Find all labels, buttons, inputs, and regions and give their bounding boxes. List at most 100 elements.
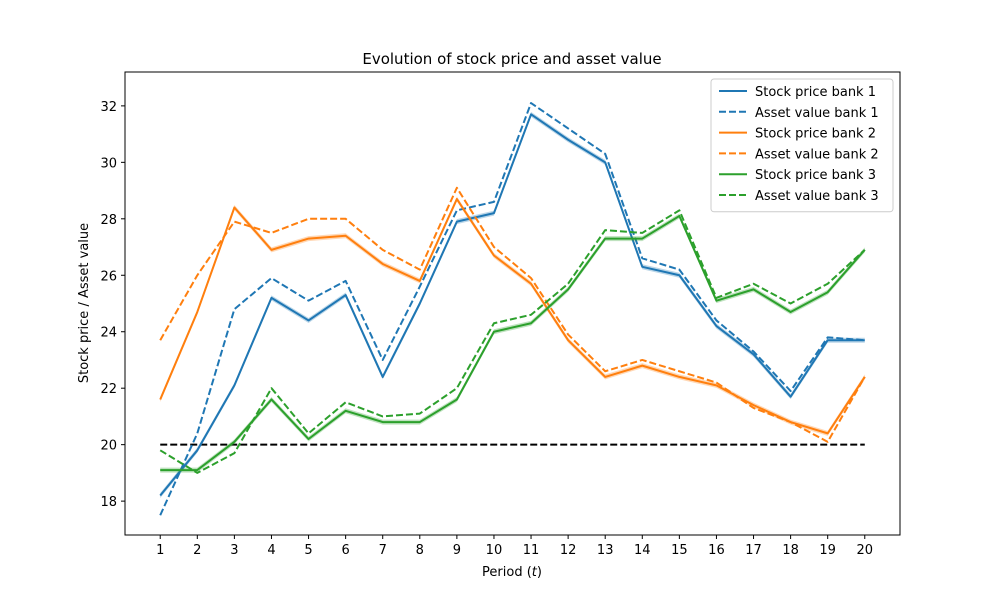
data-point (196, 469, 198, 471)
data-point (419, 286, 421, 288)
data-point (678, 209, 680, 211)
data-point (270, 277, 272, 279)
data-point (382, 263, 384, 265)
y-tick-label: 24 (100, 326, 117, 341)
data-point (382, 249, 384, 251)
data-point (493, 322, 495, 324)
x-tick-label: 10 (486, 543, 503, 558)
data-point (308, 438, 310, 440)
data-point (678, 215, 680, 217)
data-point (530, 322, 532, 324)
data-point (715, 325, 717, 327)
series-5 (160, 213, 866, 473)
series-4 (159, 186, 866, 443)
data-point (864, 376, 866, 378)
data-point (493, 255, 495, 257)
data-point (678, 274, 680, 276)
data-point (196, 449, 198, 451)
data-point (604, 238, 606, 240)
x-tick-label: 11 (523, 543, 540, 558)
data-point (159, 339, 161, 341)
data-point (567, 139, 569, 141)
data-point (604, 153, 606, 155)
data-point (419, 413, 421, 415)
series-line (159, 209, 866, 474)
confidence-band (160, 213, 865, 473)
legend-label: Asset value bank 3 (755, 189, 879, 204)
x-tick-label: 8 (416, 543, 424, 558)
data-point (530, 113, 532, 115)
data-point (382, 415, 384, 417)
data-point (827, 283, 829, 285)
x-tick-label: 6 (341, 543, 349, 558)
series-2 (159, 102, 866, 516)
data-point (233, 384, 235, 386)
series-line (160, 214, 866, 472)
data-point (827, 291, 829, 293)
data-point (345, 280, 347, 282)
data-point (790, 396, 792, 398)
data-point (456, 187, 458, 189)
data-point (567, 339, 569, 341)
data-point (604, 370, 606, 372)
legend-label: Stock price bank 3 (755, 168, 876, 183)
data-point (715, 384, 717, 386)
data-point (715, 319, 717, 321)
x-tick-label: 20 (856, 543, 873, 558)
legend-label: Asset value bank 1 (755, 106, 879, 121)
data-point (753, 350, 755, 352)
data-point (159, 398, 161, 400)
x-tick-label: 16 (708, 543, 725, 558)
legend-box (710, 78, 894, 213)
data-point (345, 410, 347, 412)
data-point (456, 198, 458, 200)
x-tick-label: 12 (560, 543, 577, 558)
x-axis-label-variable: t (532, 565, 538, 580)
data-point (530, 102, 532, 104)
data-point (827, 336, 829, 338)
data-point (493, 201, 495, 203)
data-point (641, 359, 643, 361)
data-point (493, 331, 495, 333)
data-point (530, 283, 532, 285)
data-point (715, 382, 717, 384)
data-point (419, 269, 421, 271)
data-point (641, 257, 643, 259)
legend-label: Stock price bank 2 (755, 127, 876, 142)
data-point (233, 207, 235, 209)
x-axis-label: Period (t) (482, 565, 542, 580)
data-point (790, 303, 792, 305)
data-point (456, 221, 458, 223)
data-point (864, 339, 866, 341)
data-point (678, 269, 680, 271)
x-tick-label: 18 (782, 543, 799, 558)
data-point (233, 441, 235, 443)
data-point (790, 421, 792, 423)
data-point (641, 266, 643, 268)
data-point (233, 308, 235, 310)
data-point (530, 314, 532, 316)
legend: Stock price bank 1 Asset value bank 1 Stoc… (710, 78, 894, 213)
data-point (419, 303, 421, 305)
series-line (159, 102, 865, 516)
x-axis: 1 2 3 4 5 6 7 8 9 10 11 12 13 14 15 16 17 18 19 20 (156, 535, 873, 558)
data-point (678, 370, 680, 372)
x-tick-label: 5 (304, 543, 312, 558)
data-point (308, 319, 310, 321)
data-point (159, 514, 161, 516)
data-point (270, 398, 272, 400)
data-point (715, 297, 717, 299)
series-line (159, 186, 866, 443)
data-point (827, 432, 829, 434)
data-point (641, 238, 643, 240)
data-point (233, 221, 235, 223)
series-6 (159, 209, 866, 474)
y-tick-label: 28 (100, 213, 117, 228)
plot-area (159, 102, 866, 516)
data-point (270, 387, 272, 389)
series-line (159, 113, 865, 497)
data-point (382, 421, 384, 423)
series-1 (159, 111, 865, 498)
data-point (456, 398, 458, 400)
